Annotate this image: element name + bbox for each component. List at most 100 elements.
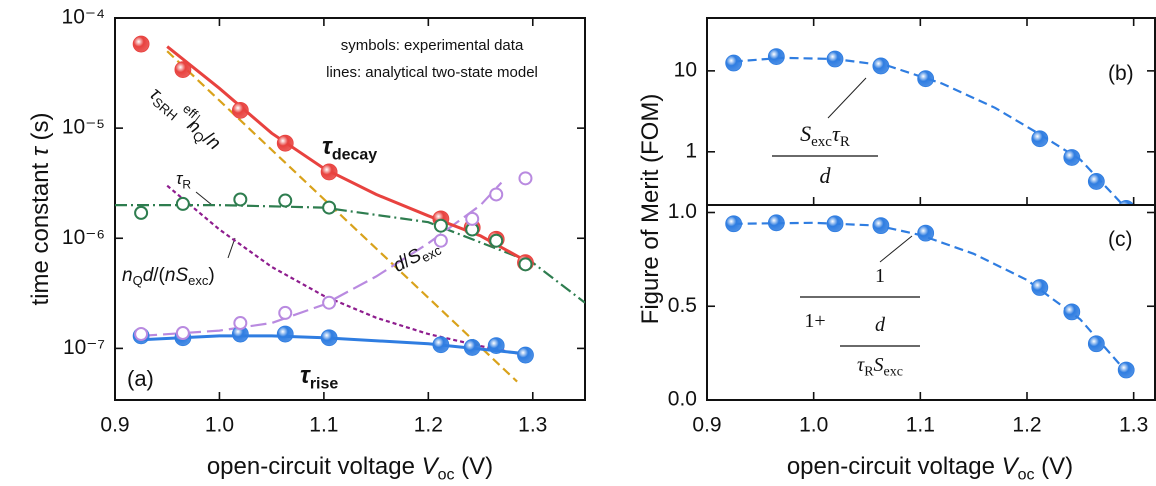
- data-point: [489, 233, 504, 248]
- y-tick-label: 10⁻⁷: [63, 336, 105, 359]
- leader-line: [227, 237, 236, 259]
- plot-frame: [706, 17, 1156, 206]
- data-point: [465, 211, 480, 226]
- text-part: S: [874, 354, 884, 376]
- text-part: τ: [857, 354, 865, 376]
- annotation: d: [820, 163, 832, 188]
- data-point: [917, 70, 935, 88]
- fit-line: [141, 181, 503, 337]
- data-point: [872, 217, 890, 235]
- text-part: exc: [188, 274, 209, 289]
- text-part: open-circuit voltage: [207, 453, 422, 480]
- data-point: [487, 337, 505, 355]
- data-point: [489, 187, 504, 202]
- text-part: /(: [153, 265, 165, 286]
- data-point: [175, 325, 190, 340]
- leader-line: [195, 191, 213, 206]
- plot-content: [725, 48, 1134, 205]
- text-part: τ: [27, 145, 54, 156]
- x-tick-label: 0.9: [692, 414, 721, 437]
- y-tick-label: 10⁻⁵: [62, 116, 105, 139]
- data-point: [917, 224, 935, 242]
- text-part: (s): [27, 112, 54, 147]
- data-point: [276, 325, 294, 343]
- annotation: τR: [176, 169, 191, 191]
- text-part: τ: [176, 169, 184, 188]
- annotation: 1: [875, 265, 885, 287]
- data-point: [1063, 303, 1081, 321]
- x-tick-label: 0.9: [100, 414, 129, 437]
- annotation: (a): [127, 366, 154, 391]
- annotation: (c): [1108, 228, 1133, 251]
- text-part: d: [143, 265, 155, 286]
- data-point: [1118, 199, 1134, 205]
- text-part: 1: [875, 265, 885, 287]
- data-point: [320, 329, 338, 347]
- data-point: [233, 192, 248, 207]
- text-part: S: [800, 121, 811, 146]
- fit-line: [733, 221, 1124, 369]
- text-part: time constant: [27, 156, 54, 305]
- text-part: symbols: experimental data: [341, 37, 524, 54]
- text-part: (b): [1108, 62, 1134, 85]
- data-point: [322, 200, 337, 215]
- data-point: [1117, 361, 1135, 379]
- y-tick-label: 1: [685, 139, 697, 162]
- y-tick-label: 10: [674, 58, 697, 81]
- text-part: n: [122, 265, 133, 286]
- data-point: [132, 35, 150, 53]
- text-part: exc: [811, 134, 832, 150]
- data-point: [278, 193, 293, 208]
- text-part: oc: [438, 467, 455, 484]
- data-point: [276, 134, 294, 152]
- leader-line: [189, 114, 201, 129]
- plot-content: [725, 214, 1135, 379]
- data-point: [725, 54, 743, 72]
- annotation: τrise: [300, 362, 338, 393]
- annotation: SexcτR: [800, 121, 850, 150]
- leader-line: [827, 77, 867, 119]
- plot-frame: [114, 17, 586, 401]
- data-point: [233, 316, 248, 331]
- text-part: decay: [332, 147, 377, 164]
- x-tick-label: 1.0: [205, 414, 234, 437]
- y-tick-label: 0.0: [668, 388, 697, 411]
- data-point: [518, 257, 533, 272]
- plot-content: [115, 35, 585, 383]
- text-part: Q: [133, 274, 143, 289]
- data-point: [432, 336, 450, 354]
- data-point: [433, 218, 448, 233]
- text-part: (a): [127, 366, 154, 391]
- text-part: R: [840, 134, 850, 150]
- fit-line: [166, 184, 518, 355]
- x-axis-title: open-circuit voltage Voc (V): [207, 453, 493, 484]
- text-part: R: [864, 365, 874, 380]
- text-part: τ: [832, 121, 841, 146]
- x-tick-label: 1.2: [414, 414, 443, 437]
- data-point: [175, 196, 190, 211]
- text-part: τ: [322, 133, 333, 160]
- data-point: [767, 214, 785, 232]
- x-tick-label: 1.1: [906, 414, 935, 437]
- data-point: [134, 327, 149, 342]
- text-part: (V): [455, 453, 494, 480]
- text-part: (V): [1035, 453, 1074, 480]
- data-point: [1031, 279, 1049, 296]
- annotation: 1+: [804, 310, 825, 332]
- text-part: τ: [300, 362, 311, 389]
- leader-lines: [189, 77, 913, 263]
- annotation: τRSexc: [857, 354, 903, 380]
- data-point: [872, 57, 890, 75]
- data-point: [134, 205, 149, 220]
- annotation: τdecay: [322, 133, 377, 164]
- annotation: (b): [1108, 62, 1134, 85]
- data-point: [433, 233, 448, 248]
- data-point: [463, 339, 481, 356]
- y-tick-label: 0.5: [668, 294, 697, 317]
- data-point: [517, 346, 534, 364]
- annotation: nQd/(nSexc): [122, 265, 215, 289]
- data-point: [278, 305, 293, 320]
- annotation: d: [875, 314, 886, 336]
- text-part: oc: [1018, 467, 1035, 484]
- data-point: [320, 163, 338, 181]
